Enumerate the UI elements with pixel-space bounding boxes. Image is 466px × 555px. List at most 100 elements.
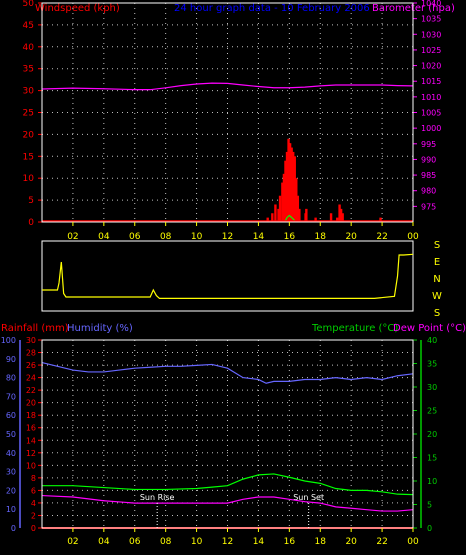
barometer-tick-label: 1005 — [421, 109, 441, 118]
humidity-tick-label: 10 — [6, 505, 16, 514]
humidity-tick-label: 0 — [11, 524, 16, 533]
windspeed-tick-label: 0 — [28, 218, 34, 228]
windspeed-bar — [341, 213, 344, 222]
humidity-tick-label: 80 — [6, 374, 16, 383]
temperature-axis-label: Temperature (°C) — [311, 323, 398, 334]
direction-label: N — [433, 274, 440, 285]
dewpoint-axis-label: Dew Point (°C) — [393, 323, 466, 334]
rainfall-tick-label: 22 — [26, 386, 36, 395]
humidity-axis-label: Humidity (%) — [67, 323, 133, 334]
direction-label: E — [434, 257, 440, 268]
x-tick-label: 04 — [98, 232, 110, 242]
windspeed-tick-label: 30 — [23, 87, 35, 97]
direction-panel-marks — [42, 253, 414, 299]
barometer-tick-label: 1020 — [421, 62, 441, 71]
rainfall-tick-label: 26 — [26, 361, 36, 370]
rainfall-tick-label: 20 — [26, 399, 36, 408]
barometer-tick-label: 1035 — [421, 15, 441, 24]
barometer-tick-label: 1010 — [421, 93, 441, 102]
barometer-tick-label: 990 — [421, 155, 436, 164]
temperature-tick-label: 10 — [427, 477, 437, 486]
windspeed-bar — [277, 208, 280, 222]
x-tick-label: 12 — [222, 537, 233, 547]
wind-panel-grid — [42, 3, 413, 222]
climate-panel-axes: 0246810121416182022242628300102030405060… — [1, 336, 437, 533]
temperature-tick-label: 30 — [427, 383, 437, 392]
dewpoint-line — [41, 494, 414, 512]
humidity-line — [41, 361, 414, 384]
x-tick-label: 10 — [191, 232, 203, 242]
windspeed-tick-label: 40 — [23, 43, 35, 53]
humidity-tick-label: 50 — [6, 430, 16, 439]
rainfall-tick-label: 4 — [31, 499, 36, 508]
windspeed-bar — [329, 213, 333, 222]
humidity-tick-label: 40 — [6, 449, 16, 458]
barometer-tick-label: 1040 — [421, 0, 441, 8]
windspeed-tick-label: 20 — [23, 130, 35, 140]
x-tick-label: 12 — [222, 232, 233, 242]
humidity-tick-label: 100 — [1, 336, 16, 345]
rainfall-axis-label: Rainfall (mm) — [1, 323, 69, 334]
barometer-tick-label: 1000 — [421, 124, 441, 133]
windspeed-bar — [339, 208, 343, 222]
rainfall-tick-label: 6 — [31, 486, 36, 495]
windspeed-bar — [291, 151, 295, 222]
barometer-tick-label: 1015 — [421, 77, 441, 86]
direction-label: S — [434, 308, 440, 319]
windspeed-bar — [274, 204, 277, 222]
barometer-tick-label: 980 — [421, 187, 436, 196]
direction-label: W — [432, 291, 442, 302]
x-tick-label: 10 — [191, 537, 203, 547]
rainfall-tick-label: 8 — [31, 474, 36, 483]
windspeed-axis-label: Windspeed (kph) — [35, 3, 120, 14]
windspeed-bar — [296, 195, 300, 222]
windspeed-bar — [314, 217, 317, 222]
humidity-tick-label: 70 — [6, 392, 16, 401]
temperature-tick-label: 35 — [427, 360, 437, 369]
barometer-tick-label: 985 — [421, 171, 436, 180]
rainfall-tick-label: 2 — [31, 511, 36, 520]
rainfall-tick-label: 30 — [26, 336, 36, 345]
windspeed-bar — [284, 160, 287, 222]
x-tick-label: 04 — [98, 537, 110, 547]
rainfall-tick-label: 14 — [26, 436, 36, 445]
windspeed-bar — [295, 178, 298, 222]
humidity-tick-label: 20 — [6, 486, 16, 495]
barometer-tick-label: 1030 — [421, 30, 441, 39]
wind-panel-marks — [41, 82, 414, 223]
windspeed-bar — [293, 156, 296, 222]
windspeed-tick-label: 10 — [23, 174, 35, 184]
windspeed-bar — [379, 217, 382, 222]
temperature-tick-label: 5 — [427, 501, 432, 510]
x-tick-label: 00 — [407, 232, 419, 242]
temperature-tick-label: 0 — [427, 524, 432, 533]
humidity-tick-label: 30 — [6, 468, 16, 477]
temperature-line — [42, 473, 414, 496]
wind-panel-axes: 0510152025303540455097598098599099510001… — [23, 0, 442, 228]
sun-marker-label: Sun Rise — [140, 493, 175, 502]
temperature-tick-label: 15 — [427, 454, 437, 463]
windspeed-bar — [281, 182, 284, 222]
x-tick-label: 20 — [345, 232, 357, 242]
windspeed-tick-label: 5 — [28, 196, 34, 206]
rainfall-tick-label: 24 — [26, 374, 36, 383]
windspeed-tick-label: 25 — [23, 109, 34, 119]
rainfall-tick-label: 28 — [26, 349, 36, 358]
x-tick-label: 16 — [284, 232, 296, 242]
windspeed-tick-label: 50 — [23, 0, 35, 9]
barometer-line — [41, 82, 414, 91]
wind-direction-line — [42, 253, 414, 299]
x-tick-label: 14 — [253, 232, 265, 242]
barometer-tick-label: 995 — [421, 140, 436, 149]
windspeed-bar — [336, 217, 339, 222]
x-tick-label: 22 — [376, 232, 387, 242]
windspeed-tick-label: 35 — [23, 65, 34, 75]
direction-panel-frame — [41, 240, 414, 312]
x-tick-label: 08 — [160, 537, 172, 547]
windspeed-bar — [305, 208, 308, 222]
windspeed-tick-label: 45 — [23, 21, 34, 31]
windspeed-bar — [338, 204, 341, 222]
humidity-tick-label: 90 — [6, 355, 16, 364]
windspeed-bar — [282, 173, 286, 222]
